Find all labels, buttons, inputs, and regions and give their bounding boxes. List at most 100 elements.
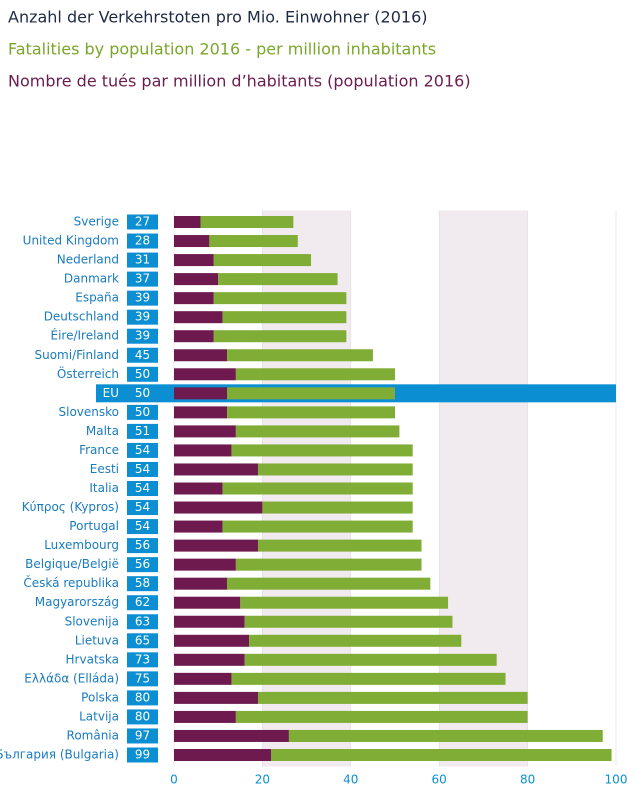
category-label: Κύπρος (Kypros): [22, 500, 119, 514]
total-label: 58: [135, 576, 150, 590]
total-label: 37: [135, 272, 150, 286]
x-tick-label: 40: [343, 773, 358, 787]
total-box: [127, 442, 158, 458]
total-box: [127, 366, 158, 382]
bar-segment: [174, 520, 223, 533]
bar-segment: [213, 254, 312, 267]
category-label: Deutschland: [44, 310, 119, 324]
category-label: Österreich: [57, 365, 119, 381]
chart-subtitle: Nombre de tués par million d’habitants (…: [8, 72, 471, 91]
bar-segment: [174, 311, 223, 324]
total-label: 54: [135, 462, 150, 476]
category-label: United Kingdom: [23, 234, 119, 248]
category-label: EU: [103, 386, 119, 400]
total-box: [127, 671, 158, 687]
bar-segment: [174, 615, 245, 628]
bar-segment: [213, 330, 347, 343]
category-label: Éire/Ireland: [50, 328, 119, 343]
bar-segment: [262, 501, 413, 514]
category-label: Česká republika: [23, 575, 119, 590]
bar-segment: [174, 254, 214, 267]
bar-segment: [174, 482, 223, 495]
bar-segment: [174, 596, 241, 609]
total-box: [127, 309, 158, 325]
bar-segment: [257, 691, 528, 704]
bar-segment: [257, 539, 422, 552]
total-box: [127, 500, 158, 516]
bar-segment: [174, 387, 228, 400]
total-box: [127, 747, 158, 763]
bar-segment: [174, 729, 289, 742]
bar-segment: [209, 235, 298, 248]
x-tick-label: 0: [170, 773, 178, 787]
category-label: France: [79, 443, 119, 457]
total-label: 39: [135, 310, 150, 324]
bar-segment: [227, 577, 431, 590]
bar-segment: [271, 749, 612, 761]
total-box: [127, 576, 158, 592]
bar-segment: [174, 691, 258, 704]
category-label: Magyarország: [35, 595, 119, 609]
bar-segment: [227, 387, 395, 400]
total-label: 27: [135, 215, 150, 229]
bar-segment: [174, 235, 210, 248]
bar-segment: [231, 672, 506, 685]
bar-segment: [174, 216, 201, 228]
bar-segment: [222, 520, 413, 533]
bar-segment: [174, 672, 232, 685]
total-box: [127, 233, 158, 249]
category-label: Belgique/België: [25, 557, 119, 571]
total-box: [127, 538, 158, 554]
bar-segment: [174, 349, 228, 362]
total-label: 99: [135, 748, 150, 762]
category-label: Eesti: [90, 462, 119, 476]
chart-subtitle: Fatalities by population 2016 - per mill…: [8, 40, 436, 59]
bar-segment: [235, 558, 422, 571]
x-tick-label: 60: [432, 773, 447, 787]
total-box: [127, 519, 158, 535]
total-box: [127, 595, 158, 611]
bar-segment: [235, 425, 400, 438]
total-box: [127, 481, 158, 496]
bar-segment: [218, 273, 338, 286]
bar-segment: [174, 463, 258, 476]
bar-segment: [174, 539, 258, 552]
total-label: 54: [135, 500, 150, 514]
bar-segment: [235, 710, 528, 723]
total-box: [127, 423, 158, 439]
total-label: 80: [135, 709, 150, 723]
category-label: Lietuva: [75, 633, 119, 647]
total-label: 73: [135, 652, 150, 666]
bar-segment: [174, 444, 232, 457]
total-label: 50: [135, 386, 150, 400]
total-label: 97: [135, 728, 150, 742]
bar-segment: [174, 273, 219, 286]
bar-segment: [227, 349, 373, 362]
category-label: Hrvatska: [66, 652, 119, 666]
total-box: [127, 461, 158, 477]
category-label: Sverige: [74, 215, 119, 229]
category-label: България (Bulgaria): [0, 748, 119, 762]
total-box: [127, 690, 158, 706]
bar-segment: [244, 615, 453, 628]
category-label: România: [67, 728, 119, 742]
bar-segment: [244, 653, 497, 666]
bar-segment: [174, 425, 236, 438]
bar-segment: [231, 444, 413, 457]
total-label: 39: [135, 329, 150, 343]
bar-segment: [235, 368, 395, 381]
bar-segment: [174, 634, 250, 647]
bar-segment: [174, 653, 245, 666]
total-label: 75: [135, 671, 150, 685]
bar-segment: [174, 558, 236, 571]
total-label: 31: [135, 253, 150, 267]
total-box: [127, 614, 158, 630]
total-label: 45: [135, 348, 150, 362]
category-label: Luxembourg: [44, 538, 119, 552]
bar-segment: [174, 710, 236, 723]
total-label: 39: [135, 291, 150, 305]
x-tick-label: 80: [520, 773, 535, 787]
category-label: Portugal: [69, 519, 119, 533]
total-label: 28: [135, 234, 150, 248]
